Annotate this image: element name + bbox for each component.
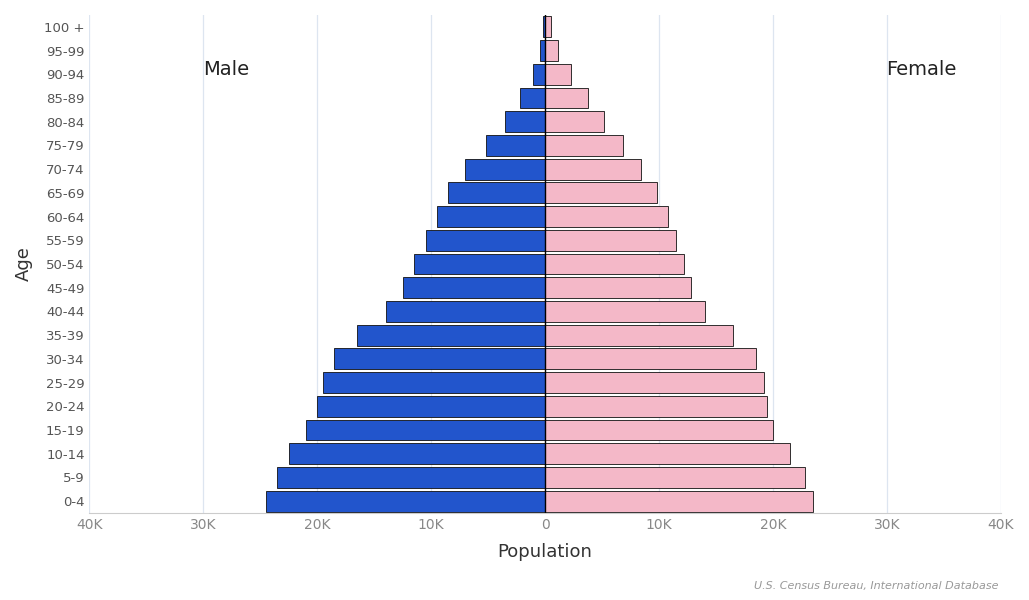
Bar <box>402 277 545 298</box>
Bar <box>386 301 545 322</box>
Bar <box>545 182 657 203</box>
Bar <box>545 349 756 370</box>
Text: Male: Male <box>203 60 249 79</box>
Bar <box>520 88 545 109</box>
Bar <box>545 491 813 512</box>
Bar <box>545 88 589 109</box>
Bar <box>278 467 545 488</box>
Bar <box>540 40 545 61</box>
Bar <box>414 254 545 274</box>
Bar <box>545 467 805 488</box>
Text: Female: Female <box>886 60 956 79</box>
Bar <box>545 64 571 85</box>
Bar <box>449 182 545 203</box>
Bar <box>545 277 690 298</box>
Bar <box>486 135 545 156</box>
Bar <box>543 16 545 37</box>
Bar <box>505 111 545 132</box>
Bar <box>545 135 623 156</box>
Bar <box>545 254 684 274</box>
X-axis label: Population: Population <box>498 543 593 561</box>
Bar <box>545 206 668 227</box>
Bar <box>426 230 545 251</box>
Bar <box>317 396 545 417</box>
Bar <box>545 159 641 179</box>
Bar <box>465 159 545 179</box>
Bar <box>267 491 545 512</box>
Bar <box>334 349 545 370</box>
Bar <box>289 443 545 464</box>
Bar <box>545 230 676 251</box>
Bar <box>545 40 558 61</box>
Bar <box>437 206 545 227</box>
Bar <box>545 443 790 464</box>
Bar <box>545 419 773 440</box>
Bar <box>533 64 545 85</box>
Bar <box>323 372 545 393</box>
Bar <box>545 16 551 37</box>
Bar <box>545 372 764 393</box>
Bar <box>545 301 705 322</box>
Bar <box>357 325 545 346</box>
Bar <box>306 419 545 440</box>
Bar <box>545 396 768 417</box>
Bar <box>545 325 733 346</box>
Text: U.S. Census Bureau, International Database: U.S. Census Bureau, International Databa… <box>753 581 998 591</box>
Bar <box>545 111 604 132</box>
Y-axis label: Age: Age <box>15 247 33 281</box>
